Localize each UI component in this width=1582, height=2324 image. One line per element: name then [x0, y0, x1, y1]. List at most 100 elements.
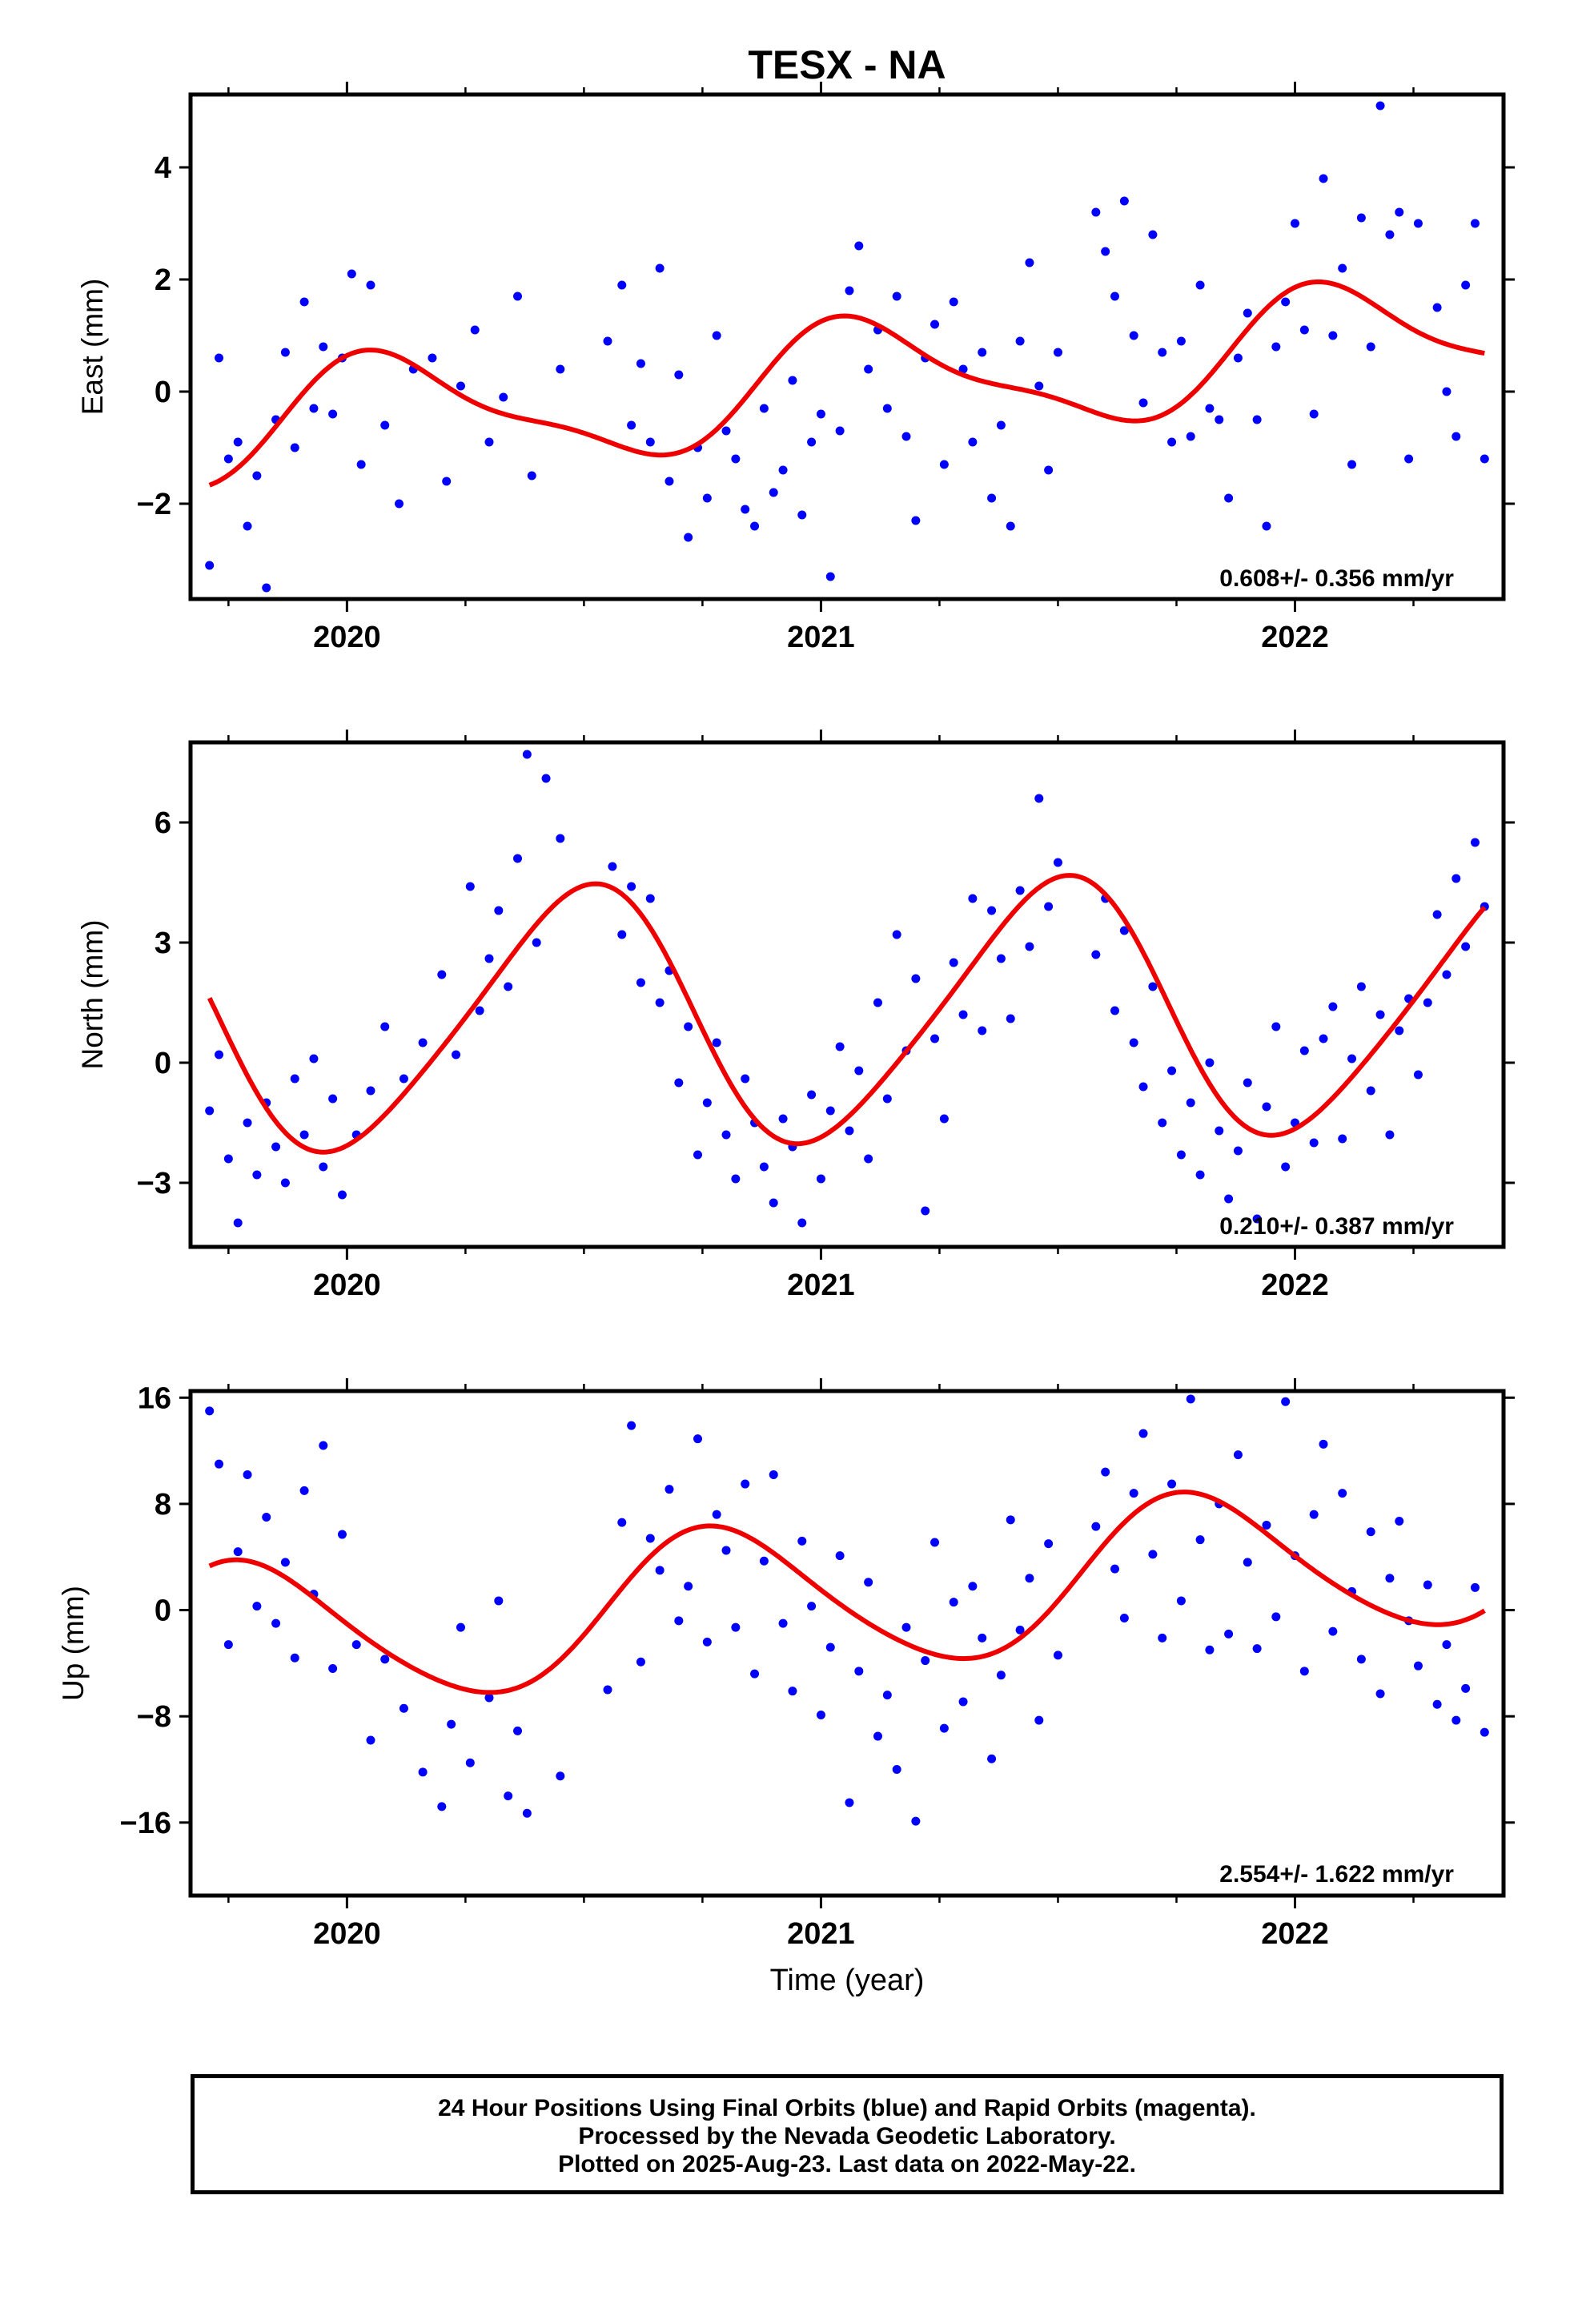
footer-line-3: Plotted on 2025-Aug-23. Last data on 202… — [558, 2151, 1136, 2177]
north-ytick-label: −3 — [137, 1167, 171, 1200]
up-data-point — [1299, 1667, 1309, 1676]
east-data-point — [1385, 230, 1395, 239]
east-data-point — [290, 443, 299, 452]
east-frame — [188, 92, 1506, 601]
east-panel: −2 0 2 4 2020 2021 2022 East (mm) 0.608+/- 0.3… — [76, 82, 1515, 654]
north-data-point — [702, 1098, 712, 1108]
figure-title: TESX - NA — [748, 42, 946, 87]
north-data-point — [807, 1090, 817, 1100]
north-data-point — [1233, 1146, 1243, 1156]
north-data-point — [864, 1154, 873, 1164]
north-data-point — [1025, 942, 1034, 951]
east-data-point — [456, 381, 465, 391]
up-data-point — [835, 1551, 845, 1561]
x-axis-label: Time (year) — [770, 1964, 925, 1997]
north-data-point — [309, 1054, 319, 1063]
north-data-point — [1138, 1082, 1148, 1092]
north-data-point — [854, 1066, 864, 1076]
up-xtick-label: 2020 — [313, 1917, 381, 1951]
east-data-point — [1195, 280, 1205, 290]
up-ytick-label: −16 — [120, 1807, 171, 1840]
north-data-point — [1186, 1098, 1195, 1108]
north-xtick-label: 2021 — [787, 1269, 855, 1302]
up-data-point — [476, 1898, 484, 1907]
east-data-point — [949, 297, 958, 307]
up-data-point — [712, 1510, 721, 1519]
north-data-point — [939, 1114, 949, 1124]
east-data-point — [395, 499, 404, 509]
north-data-point — [1413, 1070, 1423, 1080]
east-data-point — [1167, 437, 1177, 447]
east-data-point — [1347, 460, 1357, 469]
north-data-point — [1015, 886, 1025, 895]
footer-line-1: 24 Hour Positions Using Final Orbits (bl… — [438, 2095, 1256, 2121]
north-ytick-label: 6 — [155, 806, 171, 840]
up-ytick-label: 0 — [155, 1594, 171, 1628]
north-data-point — [215, 1050, 224, 1059]
east-data-point — [243, 521, 252, 531]
up-data-point — [366, 1735, 375, 1745]
east-data-point — [1091, 207, 1101, 217]
east-data-point — [1243, 308, 1252, 318]
up-data-point — [290, 1653, 299, 1663]
east-data-point — [356, 460, 366, 469]
east-data-point — [759, 404, 769, 413]
north-data-point — [1442, 970, 1452, 979]
east-data-point — [825, 572, 835, 581]
up-data-point — [807, 1602, 817, 1611]
up-data-point — [494, 1596, 504, 1606]
footer-line-2: Processed by the Nevada Geodetic Laborat… — [578, 2123, 1116, 2149]
north-data-point — [1006, 1014, 1015, 1023]
north-data-point — [223, 1154, 233, 1164]
east-data-point — [556, 364, 565, 374]
up-data-point — [1271, 1612, 1281, 1622]
east-data-point — [1224, 493, 1234, 503]
north-data-point — [930, 1034, 940, 1043]
up-data-point — [1091, 1522, 1101, 1531]
up-data-point — [1148, 1550, 1158, 1559]
up-data-point — [205, 1406, 215, 1416]
east-fit-curve — [208, 279, 1485, 488]
up-data-point — [655, 1566, 665, 1575]
east-data-point — [750, 521, 760, 531]
north-data-point — [252, 1170, 262, 1180]
up-data-point — [731, 1622, 741, 1632]
north-data-point — [1452, 874, 1461, 883]
east-data-point — [1356, 213, 1366, 223]
up-data-point — [636, 1657, 645, 1667]
up-data-point — [1044, 1539, 1054, 1549]
up-xtick-label: 2021 — [787, 1917, 855, 1951]
north-data-point — [978, 1026, 987, 1035]
east-ytick-label: 4 — [155, 151, 171, 185]
east-data-point — [684, 533, 693, 542]
north-data-point — [1375, 1010, 1385, 1019]
east-data-point — [939, 460, 949, 469]
east-data-point — [328, 409, 338, 419]
up-ytick-label: 8 — [155, 1488, 171, 1522]
east-data-point — [930, 320, 940, 329]
east-data-point — [835, 426, 845, 436]
east-data-point — [223, 454, 233, 464]
up-data-point — [825, 1642, 835, 1652]
north-data-point — [608, 862, 617, 871]
north-data-point — [1470, 838, 1480, 847]
east-data-point — [513, 292, 523, 301]
east-ytick-label: −2 — [137, 488, 171, 521]
east-data-point — [1101, 247, 1110, 256]
east-data-point — [987, 493, 997, 503]
up-data-point — [769, 1470, 778, 1479]
north-data-point — [1299, 1046, 1309, 1055]
up-data-point — [513, 1726, 523, 1735]
east-xtick-label: 2022 — [1261, 621, 1329, 654]
north-data-point — [1148, 982, 1158, 991]
up-data-point — [1395, 1516, 1404, 1526]
up-data-point — [1006, 1515, 1015, 1525]
north-data-point — [243, 1118, 252, 1128]
north-data-point — [513, 854, 523, 863]
up-data-point — [816, 1711, 825, 1720]
east-data-point — [1015, 336, 1025, 346]
north-data-point — [271, 1142, 281, 1152]
up-data-point — [778, 1618, 788, 1628]
east-data-point — [1413, 219, 1423, 228]
up-data-point — [233, 1547, 243, 1557]
